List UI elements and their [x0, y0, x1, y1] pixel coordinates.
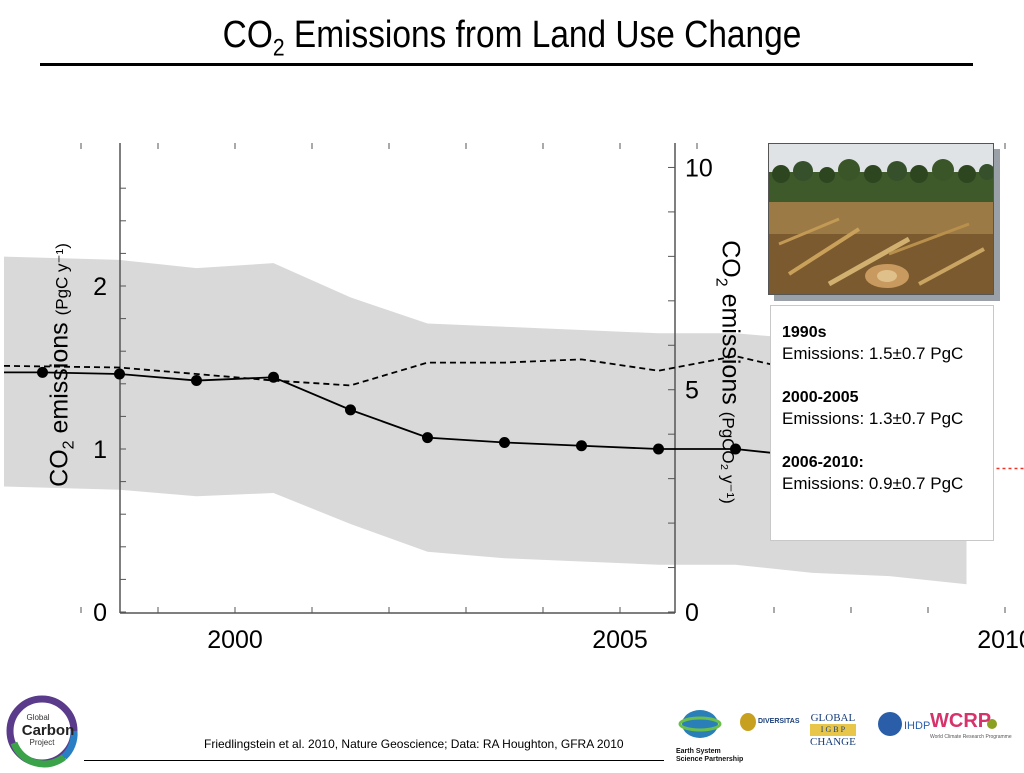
emissions-data-point [730, 443, 741, 455]
summary-header: 2000-2005 [782, 389, 859, 406]
emissions-data-point [576, 440, 587, 452]
diversitas-logo-text: DIVERSITAS [758, 718, 800, 725]
y-right-tick-label: 5 [685, 377, 699, 405]
igbp-logo-text: GLOBAL I G B P CHANGE [810, 712, 856, 748]
emissions-data-point [191, 375, 202, 387]
essp-logo-text: Earth System Science Partnership [676, 748, 744, 763]
gcp-logo-text: Global [26, 713, 49, 722]
y-axis-left-label: CO2 emissions (PgC y⁻¹) [45, 243, 78, 487]
emissions-data-point [422, 432, 433, 444]
emissions-data-point [653, 443, 664, 455]
x-tick-label: 2000 [207, 626, 263, 654]
summary-1990s: 1990s Emissions: 1.5±0.7 PgC [782, 323, 993, 365]
x-tick-label: 2010 [977, 626, 1024, 654]
summary-header: 2006-2010: [782, 454, 864, 471]
uncertainty-band [4, 256, 967, 585]
x-tick-label: 2005 [592, 626, 648, 654]
y-right-tick-label: 10 [685, 154, 713, 182]
diversitas-icon [740, 713, 756, 731]
y-left-tick-label: 0 [93, 599, 107, 627]
page-title: CO2 Emissions from Land Use Change [222, 14, 802, 62]
ihdp-icon [878, 712, 902, 736]
emissions-data-point [37, 366, 48, 378]
y-left-tick-label: 1 [93, 436, 107, 464]
summary-value: Emissions: 0.9±0.7 PgC [782, 474, 964, 493]
y-left-tick-label: 2 [93, 273, 107, 301]
gcp-logo-text: Project [30, 738, 56, 747]
ihdp-logo-text: IHDP [904, 720, 931, 732]
deforestation-photo [768, 143, 994, 295]
essp-globe-icon [682, 710, 718, 738]
gcp-logo-text: Carbon [22, 722, 75, 739]
summary-header: 1990s [782, 324, 827, 341]
wcrp-logo-subtitle: World Climate Research Programme [930, 734, 1012, 740]
summary-value: Emissions: 1.3±0.7 PgC [782, 409, 964, 428]
title-underline [40, 63, 973, 66]
summary-2006-2010: 2006-2010: Emissions: 0.9±0.7 PgC [782, 453, 993, 495]
wcrp-logo-text: WCRP [930, 710, 992, 732]
y-right-tick-label: 0 [685, 599, 699, 627]
y-axis-right-label: CO2 emissions (PgCO₂ y⁻¹) [712, 240, 745, 504]
summary-2000-2005: 2000-2005 Emissions: 1.3±0.7 PgC [782, 388, 993, 430]
wcrp-dot-icon [987, 719, 997, 729]
emissions-data-point [499, 436, 510, 448]
partner-logos: Earth System Science Partnership DIVERSIT… [668, 702, 1024, 768]
emissions-data-point [345, 404, 356, 416]
dashed-series-line [3, 355, 890, 414]
emissions-summary-box: 1990s Emissions: 1.5±0.7 PgC 2000-2005 E… [770, 305, 994, 541]
footer-rule [84, 760, 664, 761]
summary-value: Emissions: 1.5±0.7 PgC [782, 344, 964, 363]
citation-text: Friedlingstein et al. 2010, Nature Geosc… [204, 737, 624, 751]
global-carbon-project-logo: Global Carbon Project [4, 693, 84, 768]
emissions-data-point [114, 368, 125, 380]
